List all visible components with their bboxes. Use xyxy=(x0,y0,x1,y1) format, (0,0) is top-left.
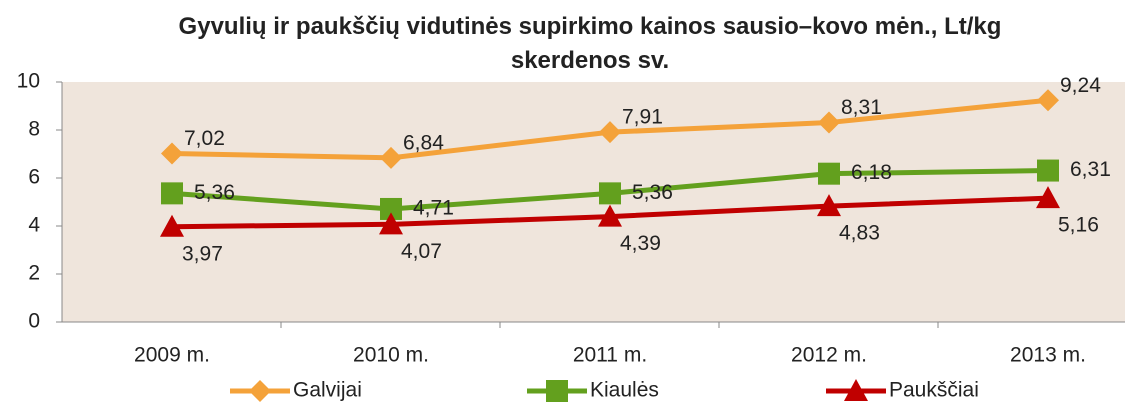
x-tick-label: 2010 m. xyxy=(353,344,429,367)
point xyxy=(599,182,621,205)
point xyxy=(160,214,184,237)
value-label: 3,97 xyxy=(182,242,223,265)
y-tick-label: 8 xyxy=(28,118,40,141)
x-tick-label: 2012 m. xyxy=(791,344,867,367)
point xyxy=(1036,186,1060,209)
value-label: 6,18 xyxy=(851,161,892,184)
legend-label: Kiaulės xyxy=(590,379,659,402)
y-tick-label: 6 xyxy=(28,166,40,189)
value-label: 6,84 xyxy=(403,131,444,154)
value-label: 5,36 xyxy=(632,181,673,204)
value-label: 8,31 xyxy=(841,96,882,119)
point xyxy=(818,111,840,134)
value-label: 9,24 xyxy=(1060,74,1101,97)
x-tick-label: 2013 m. xyxy=(1010,344,1086,367)
y-tick-label: 0 xyxy=(28,310,40,333)
chart-title: Gyvulių ir paukščių vidutinės supirkimo … xyxy=(179,13,1002,74)
legend-marker xyxy=(546,380,568,402)
point xyxy=(1037,89,1059,112)
value-label: 4,07 xyxy=(401,240,442,263)
point xyxy=(599,121,621,144)
value-label: 7,91 xyxy=(622,106,663,129)
value-label: 6,31 xyxy=(1070,158,1111,181)
legend-marker xyxy=(249,380,271,402)
point xyxy=(379,212,403,235)
value-label: 7,02 xyxy=(184,127,225,150)
y-tick-label: 10 xyxy=(17,70,40,93)
point xyxy=(161,182,183,205)
value-label: 5,16 xyxy=(1058,214,1099,237)
x-tick-label: 2009 m. xyxy=(134,344,210,367)
point xyxy=(161,142,183,165)
legend-marker xyxy=(844,379,868,401)
point xyxy=(598,204,622,227)
point xyxy=(380,197,402,220)
y-tick-label: 2 xyxy=(28,262,40,285)
value-label: 4,83 xyxy=(839,222,880,245)
y-tick-label: 4 xyxy=(28,214,40,237)
point xyxy=(817,194,841,217)
x-tick-label: 2011 m. xyxy=(573,344,647,367)
legend-label: Galvijai xyxy=(293,379,362,402)
value-label: 5,36 xyxy=(194,181,235,204)
value-label: 4,71 xyxy=(413,197,454,220)
legend-label: Paukščiai xyxy=(889,379,979,402)
point xyxy=(818,162,840,185)
point xyxy=(1037,159,1059,182)
value-label: 4,39 xyxy=(620,232,661,255)
point xyxy=(380,146,402,169)
